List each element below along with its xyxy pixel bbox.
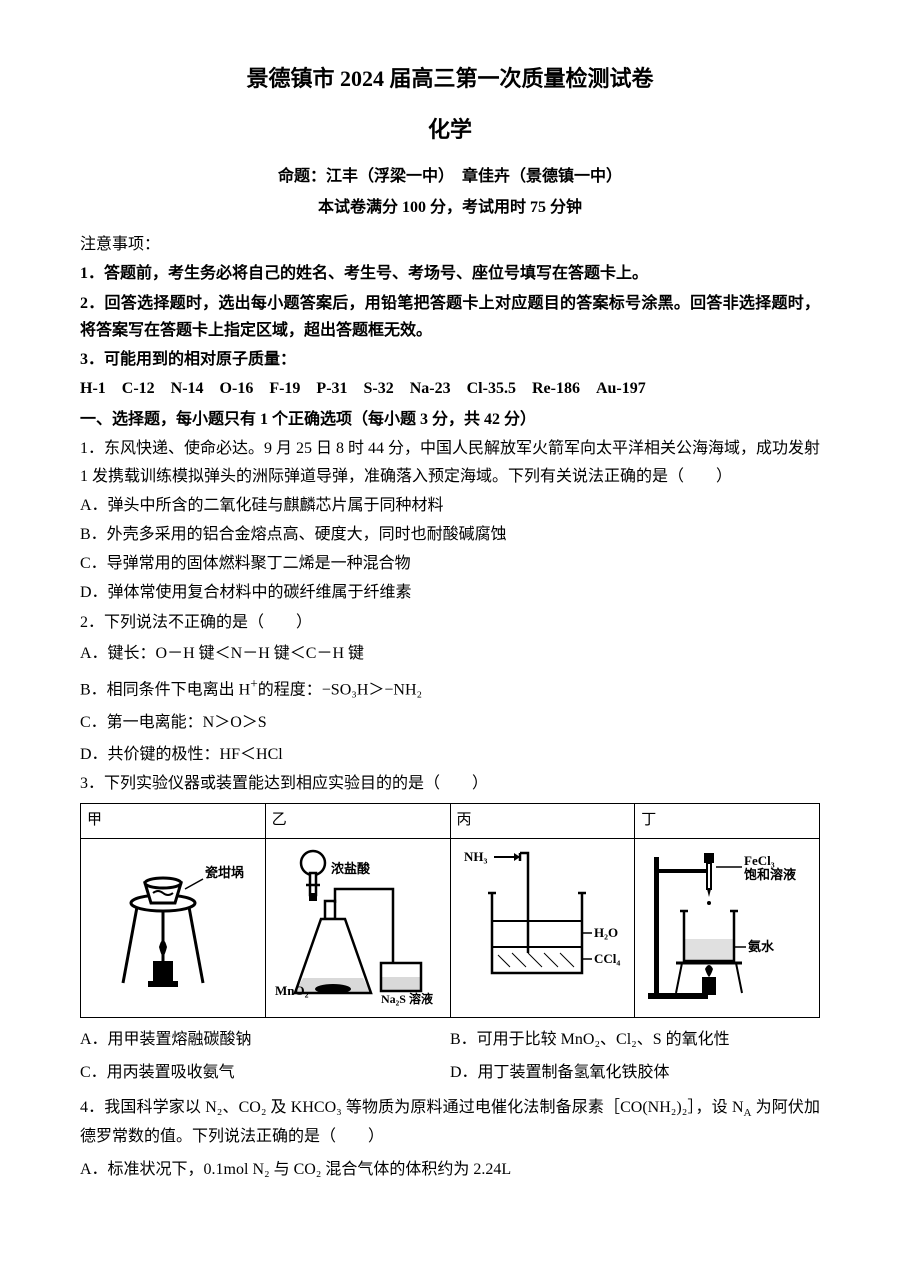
absorb-diagram: NH₃ xyxy=(462,843,622,993)
q4-text-pre: 4．我国科学家以 N₂、CO₂ 及 KHCO₃ 等物质为原料通过电催化法制备尿素 xyxy=(80,1099,604,1116)
q3-opt-a: A．用甲装置熔融碳酸钠 xyxy=(80,1026,450,1053)
q2-text: 2．下列说法不正确的是（ ） xyxy=(80,609,820,636)
flask-label-na2s: Na₂S 溶液 xyxy=(381,991,433,1006)
author-line: 命题：江丰（浮梁一中） 章佳卉（景德镇一中） xyxy=(80,163,820,190)
crucible-diagram: 瓷坩埚 xyxy=(93,843,253,1003)
q2-opt-b-post: 的程度：−SO₃H＞−NH₂ xyxy=(258,681,422,698)
q2-opt-c: C．第一电离能：N＞O＞S xyxy=(80,709,820,736)
flask-diagram: 浓盐酸 MnO₂ Na₂S 溶液 xyxy=(273,843,443,1008)
colloid-label-fecl3: FeCl₃ xyxy=(744,853,775,868)
flask-label-mno2: MnO₂ xyxy=(275,983,309,998)
apparatus-cell-a: 瓷坩埚 xyxy=(81,838,266,1017)
colloid-label-nh3aq: 氨水 xyxy=(747,939,775,954)
q1-opt-d: D．弹体常使用复合材料中的碳纤维属于纤维素 xyxy=(80,579,820,606)
apparatus-table: 甲 乙 丙 丁 xyxy=(80,803,820,1018)
q2-opt-d: D．共价键的极性：HF＜HCl xyxy=(80,741,820,768)
notice-item-2: 2．回答选择题时，选出每小题答案后，用铅笔把答题卡上对应题目的答案标号涂黑。回答… xyxy=(80,290,820,344)
q3-opts-row1: A．用甲装置熔融碳酸钠 B．可用于比较 MnO₂、Cl₂、S 的氧化性 xyxy=(80,1026,820,1053)
q1-opt-c: C．导弹常用的固体燃料聚丁二烯是一种混合物 xyxy=(80,550,820,577)
title-main: 景德镇市 2024 届高三第一次质量检测试卷 xyxy=(80,60,820,97)
q4-text-formula: ［CO(NH₂)₂］ xyxy=(604,1099,696,1116)
q3-opt-c: C．用丙装置吸收氨气 xyxy=(80,1059,450,1086)
q4-text-post1: ，设 N xyxy=(696,1099,744,1116)
apparatus-header-c: 丙 xyxy=(450,804,635,839)
absorb-label-h2o: H₂O xyxy=(594,925,618,940)
apparatus-cell-d: FeCl₃ 饱和溶液 氨水 xyxy=(635,838,820,1017)
notice-item-1: 1．答题前，考生务必将自己的姓名、考生号、考场号、座位号填写在答题卡上。 xyxy=(80,260,820,287)
section-heading: 一、选择题，每小题只有 1 个正确选项（每小题 3 分，共 42 分） xyxy=(80,406,820,433)
colloid-diagram: FeCl₃ 饱和溶液 氨水 xyxy=(642,843,812,1008)
q4-opt-a: A．标准状况下，0.1mol N₂ 与 CO₂ 混合气体的体积约为 2.24L xyxy=(80,1156,820,1183)
exam-page: 景德镇市 2024 届高三第一次质量检测试卷 化学 命题：江丰（浮梁一中） 章佳… xyxy=(0,0,900,1273)
apparatus-header-a: 甲 xyxy=(81,804,266,839)
atomic-masses: H-1 C-12 N-14 O-16 F-19 P-31 S-32 Na-23 … xyxy=(80,375,820,402)
crucible-label: 瓷坩埚 xyxy=(205,865,244,880)
q2-opt-b-pre: B．相同条件下电离出 H xyxy=(80,681,250,698)
q2-opt-b-sup: + xyxy=(250,676,258,691)
q3-opt-b: B．可用于比较 MnO₂、Cl₂、S 的氧化性 xyxy=(450,1026,820,1053)
q1-opt-b: B．外壳多采用的铝合金熔点高、硬度大，同时也耐酸碱腐蚀 xyxy=(80,521,820,548)
q1-text: 1．东风快递、使命必达。9 月 25 日 8 时 44 分，中国人民解放军火箭军… xyxy=(80,435,820,489)
flask-label-acid: 浓盐酸 xyxy=(331,861,371,876)
apparatus-header-b: 乙 xyxy=(265,804,450,839)
q3-opt-d: D．用丁装置制备氢氧化铁胶体 xyxy=(450,1059,820,1086)
q2-opt-b: B．相同条件下电离出 H+的程度：−SO₃H＞−NH₂ xyxy=(80,673,820,704)
q3-opts-row2: C．用丙装置吸收氨气 D．用丁装置制备氢氧化铁胶体 xyxy=(80,1059,820,1086)
q1-opt-a: A．弹头中所含的二氧化硅与麒麟芯片属于同种材料 xyxy=(80,492,820,519)
absorb-label-nh3: NH₃ xyxy=(464,849,488,864)
q4-text: 4．我国科学家以 N₂、CO₂ 及 KHCO₃ 等物质为原料通过电催化法制备尿素… xyxy=(80,1094,820,1150)
q3-text: 3．下列实验仪器或装置能达到相应实验目的的是（ ） xyxy=(80,770,820,797)
apparatus-cell-b: 浓盐酸 MnO₂ Na₂S 溶液 xyxy=(265,838,450,1017)
absorb-label-ccl4: CCl₄ xyxy=(594,951,620,966)
title-subject: 化学 xyxy=(80,111,820,148)
notice-item-3: 3．可能用到的相对原子质量： xyxy=(80,346,820,373)
q2-opt-a: A．键长：O－H 键＜N－H 键＜C－H 键 xyxy=(80,640,820,667)
score-line: 本试卷满分 100 分，考试用时 75 分钟 xyxy=(80,194,820,221)
notice-heading: 注意事项： xyxy=(80,231,820,258)
apparatus-cell-c: NH₃ xyxy=(450,838,635,1017)
apparatus-header-d: 丁 xyxy=(635,804,820,839)
colloid-label-sat: 饱和溶液 xyxy=(743,867,796,882)
